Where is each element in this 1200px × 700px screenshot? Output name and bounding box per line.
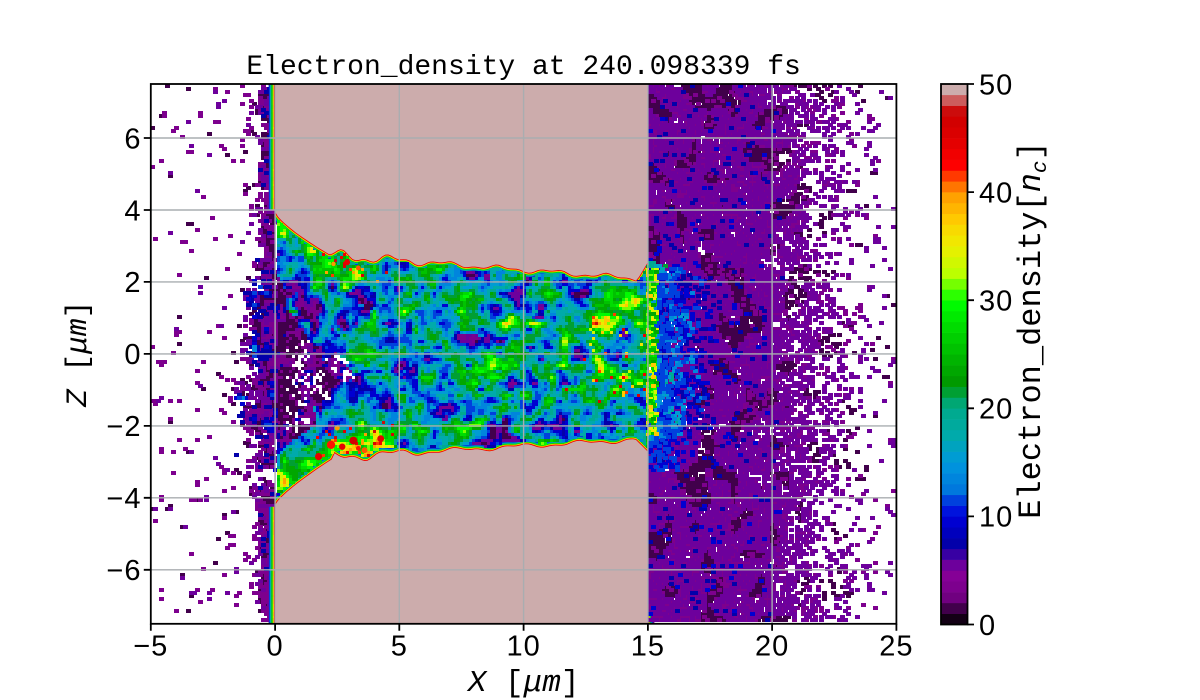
svg-text:X [μm]: X [μm] xyxy=(466,666,580,700)
svg-text:25: 25 xyxy=(879,631,913,663)
svg-text:−6: −6 xyxy=(106,555,141,587)
svg-text:4: 4 xyxy=(124,195,141,227)
svg-text:6: 6 xyxy=(124,123,141,155)
svg-text:0: 0 xyxy=(124,339,141,371)
svg-text:10: 10 xyxy=(979,502,1013,534)
svg-text:−4: −4 xyxy=(106,483,141,515)
svg-text:Z [μm]: Z [μm] xyxy=(61,301,95,408)
svg-text:20: 20 xyxy=(979,394,1013,426)
svg-text:Electron_density[nc]: Electron_density[nc] xyxy=(1013,141,1053,518)
svg-text:−2: −2 xyxy=(106,411,141,443)
svg-text:20: 20 xyxy=(755,631,789,663)
svg-text:40: 40 xyxy=(979,177,1013,209)
svg-text:−5: −5 xyxy=(133,631,168,663)
svg-text:0: 0 xyxy=(267,631,284,663)
svg-text:2: 2 xyxy=(124,267,141,299)
svg-text:10: 10 xyxy=(506,631,540,663)
svg-text:15: 15 xyxy=(631,631,665,663)
svg-text:5: 5 xyxy=(391,631,408,663)
svg-text:Electron_density at 240.098339: Electron_density at 240.098339 fs xyxy=(246,52,801,83)
svg-text:30: 30 xyxy=(979,286,1013,318)
svg-text:50: 50 xyxy=(979,69,1013,101)
svg-text:0: 0 xyxy=(979,610,996,642)
